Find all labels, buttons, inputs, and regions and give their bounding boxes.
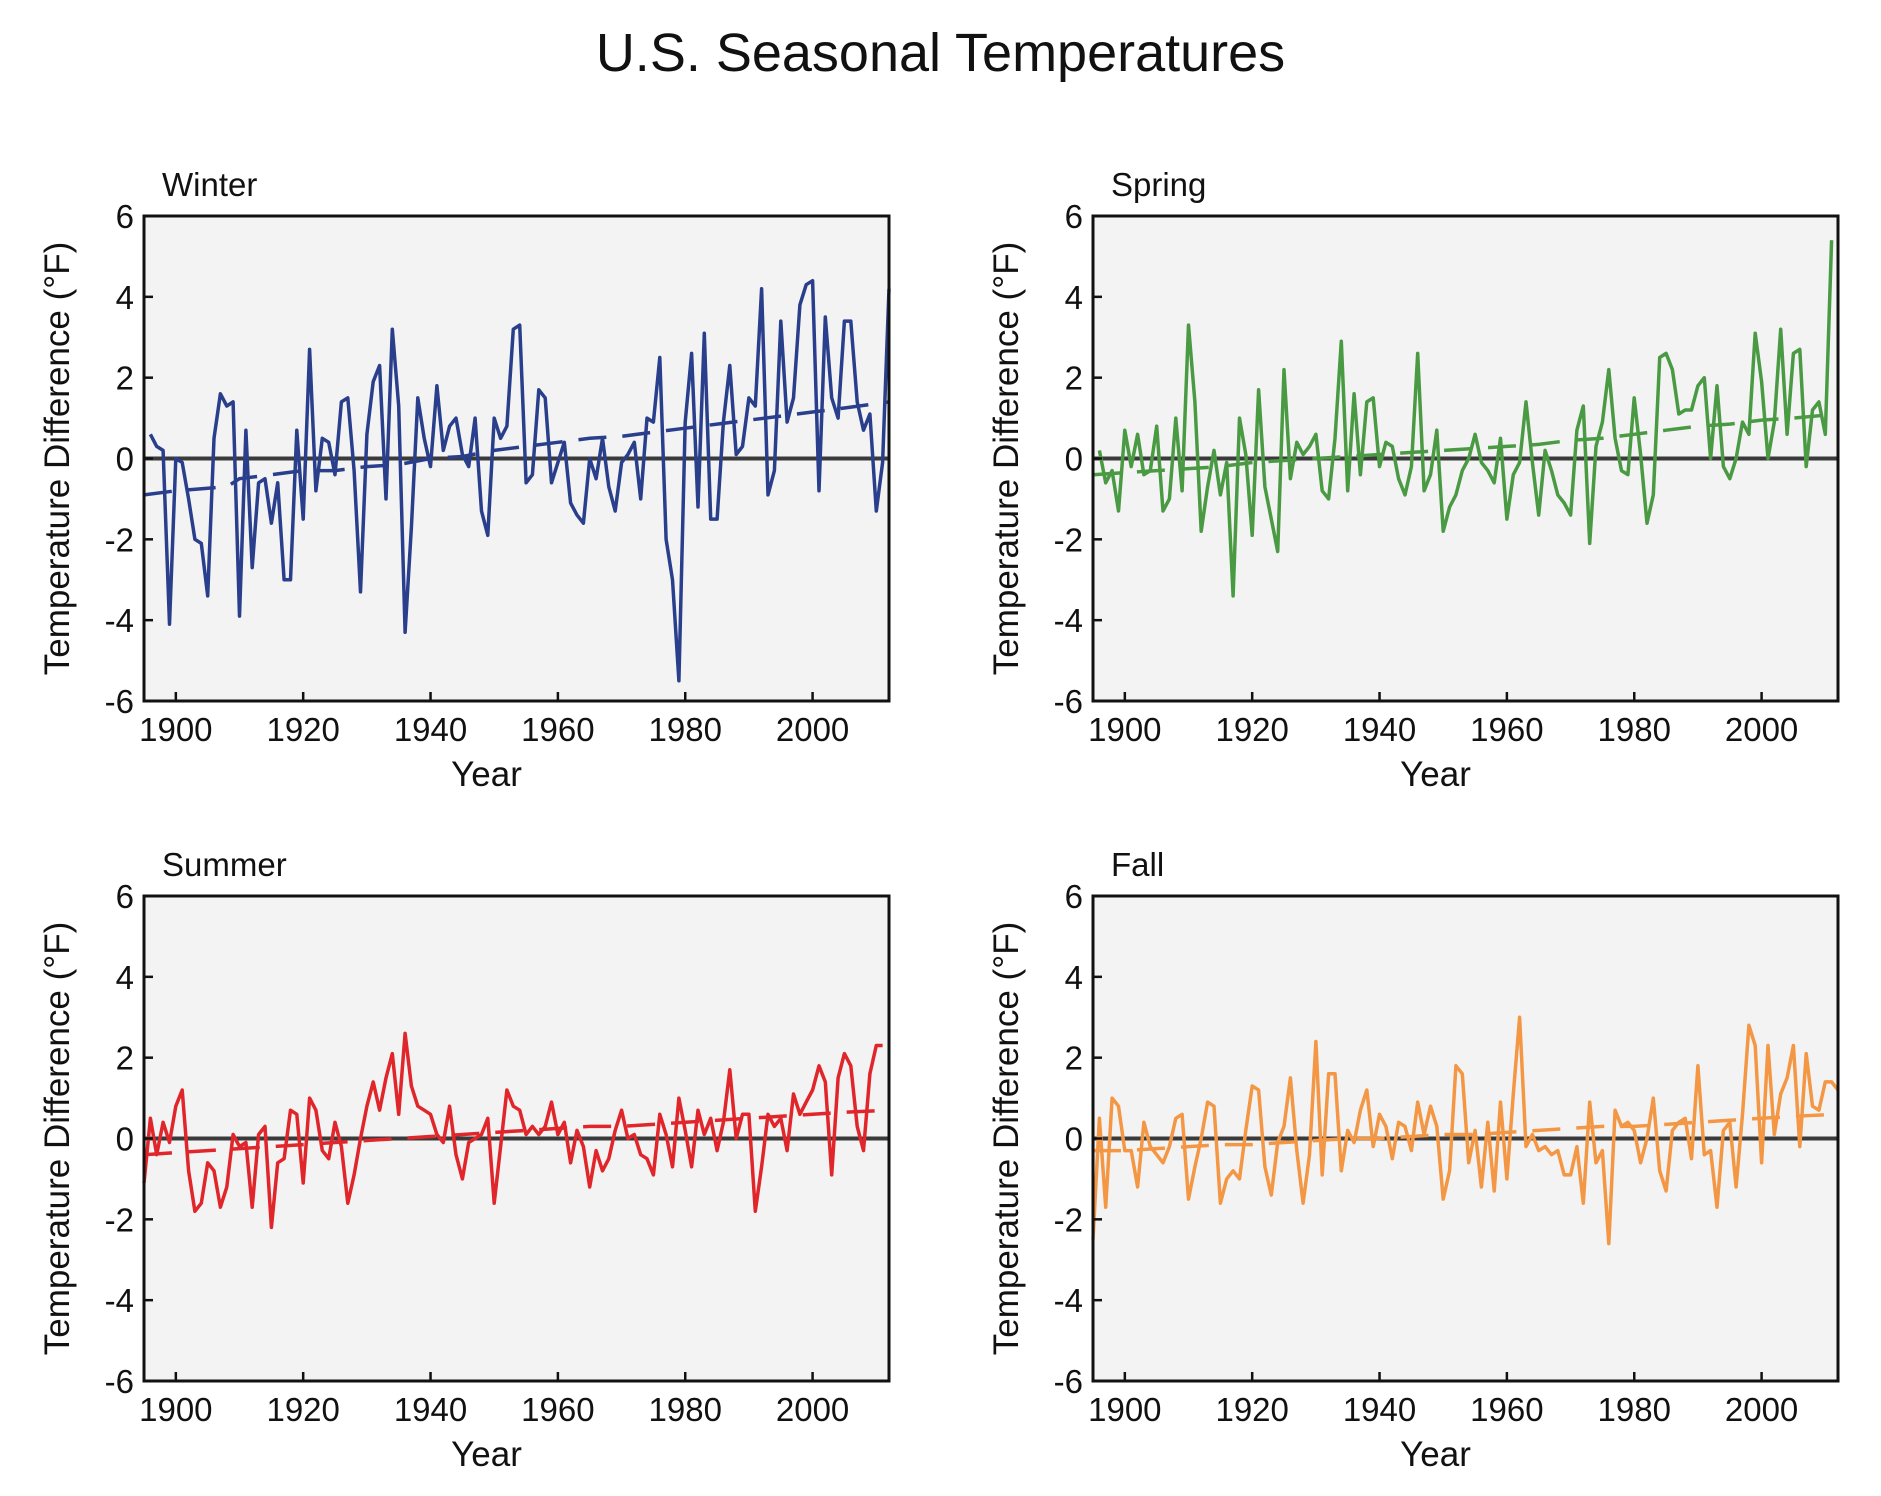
spring-ytick-label: 2	[1065, 360, 1083, 397]
summer-xtick-label: 1940	[394, 1391, 467, 1428]
spring-ytick-label: -2	[1054, 521, 1083, 558]
fall-ytick-label: -6	[1054, 1363, 1083, 1400]
fall-x-axis-label: Year	[1400, 1435, 1471, 1474]
summer-trend-line	[143, 1108, 890, 1157]
summer-ytick-label: -2	[105, 1201, 134, 1238]
spring-xtick-label: 2000	[1725, 711, 1798, 748]
summer-ytick-label: 6	[116, 878, 134, 915]
winter-trend-line	[143, 400, 890, 497]
fall-xtick-label: 1900	[1088, 1391, 1161, 1428]
fall-ytick-label: 2	[1065, 1040, 1083, 1077]
summer-ytick-label: 0	[116, 1121, 134, 1158]
winter-xtick-label: 1900	[139, 711, 212, 748]
summer-xtick-label: 1960	[521, 1391, 594, 1428]
summer-xtick-label: 1900	[139, 1391, 212, 1428]
winter-ytick-label: -2	[105, 521, 134, 558]
winter-x-axis-label: Year	[451, 755, 522, 794]
fall-xtick-label: 2000	[1725, 1391, 1798, 1428]
spring-xtick-label: 1960	[1470, 711, 1543, 748]
fall-xtick-label: 1980	[1598, 1391, 1671, 1428]
fall-ytick-label: 0	[1065, 1121, 1083, 1158]
fall-ytick-label: -2	[1054, 1201, 1083, 1238]
winter-ytick-label: 2	[116, 360, 134, 397]
spring-panel-title: Spring	[1111, 166, 1206, 203]
winter-panel-title: Winter	[162, 166, 257, 203]
spring-ytick-label: 4	[1065, 279, 1083, 316]
spring-trend-line	[1092, 412, 1839, 477]
spring-ytick-label: 0	[1065, 441, 1083, 478]
winter-series-line	[148, 278, 891, 683]
main-title: U.S. Seasonal Temperatures	[595, 23, 1286, 83]
spring-xtick-label: 1920	[1215, 711, 1288, 748]
spring-xtick-label: 1940	[1343, 711, 1416, 748]
spring-ytick-label: -4	[1054, 602, 1083, 639]
winter-ytick-label: -4	[105, 602, 134, 639]
summer-xtick-label: 1920	[266, 1391, 339, 1428]
fall-ytick-label: 6	[1065, 878, 1083, 915]
summer-xtick-label: 1980	[649, 1391, 722, 1428]
winter-y-axis-label: Temperature Difference (°F)	[38, 242, 77, 676]
spring-ytick-label: 6	[1065, 198, 1083, 235]
spring-series-line	[1097, 240, 1834, 598]
fall-ytick-label: 4	[1065, 959, 1083, 996]
summer-x-axis-label: Year	[451, 1435, 522, 1474]
summer-ytick-label: 4	[116, 959, 134, 996]
winter-xtick-label: 1980	[649, 711, 722, 748]
summer-xtick-label: 2000	[776, 1391, 849, 1428]
winter-xtick-label: 1940	[394, 711, 467, 748]
fall-panel-title: Fall	[1111, 846, 1164, 883]
fall-trend-line	[1093, 1112, 1839, 1153]
fall-xtick-label: 1940	[1343, 1391, 1416, 1428]
summer-ytick-label: -6	[105, 1363, 134, 1400]
winter-xtick-label: 1920	[266, 711, 339, 748]
summer-panel-title: Summer	[162, 846, 287, 883]
winter-ytick-label: 6	[116, 198, 134, 235]
spring-ytick-label: -6	[1054, 683, 1083, 720]
summer-ytick-label: 2	[116, 1040, 134, 1077]
winter-ytick-label: 0	[116, 441, 134, 478]
spring-y-axis-label: Temperature Difference (°F)	[987, 242, 1026, 676]
winter-ytick-label: 4	[116, 279, 134, 316]
spring-x-axis-label: Year	[1400, 755, 1471, 794]
fall-ytick-label: -4	[1054, 1282, 1083, 1319]
winter-ytick-label: -6	[105, 683, 134, 720]
summer-y-axis-label: Temperature Difference (°F)	[38, 922, 77, 1356]
winter-xtick-label: 2000	[776, 711, 849, 748]
fall-y-axis-label: Temperature Difference (°F)	[987, 922, 1026, 1356]
fall-xtick-label: 1960	[1470, 1391, 1543, 1428]
fall-series-line	[1091, 1015, 1840, 1246]
winter-xtick-label: 1960	[521, 711, 594, 748]
fall-xtick-label: 1920	[1215, 1391, 1288, 1428]
summer-ytick-label: -4	[105, 1282, 134, 1319]
spring-xtick-label: 1900	[1088, 711, 1161, 748]
spring-xtick-label: 1980	[1598, 711, 1671, 748]
summer-series-line	[142, 1031, 883, 1230]
